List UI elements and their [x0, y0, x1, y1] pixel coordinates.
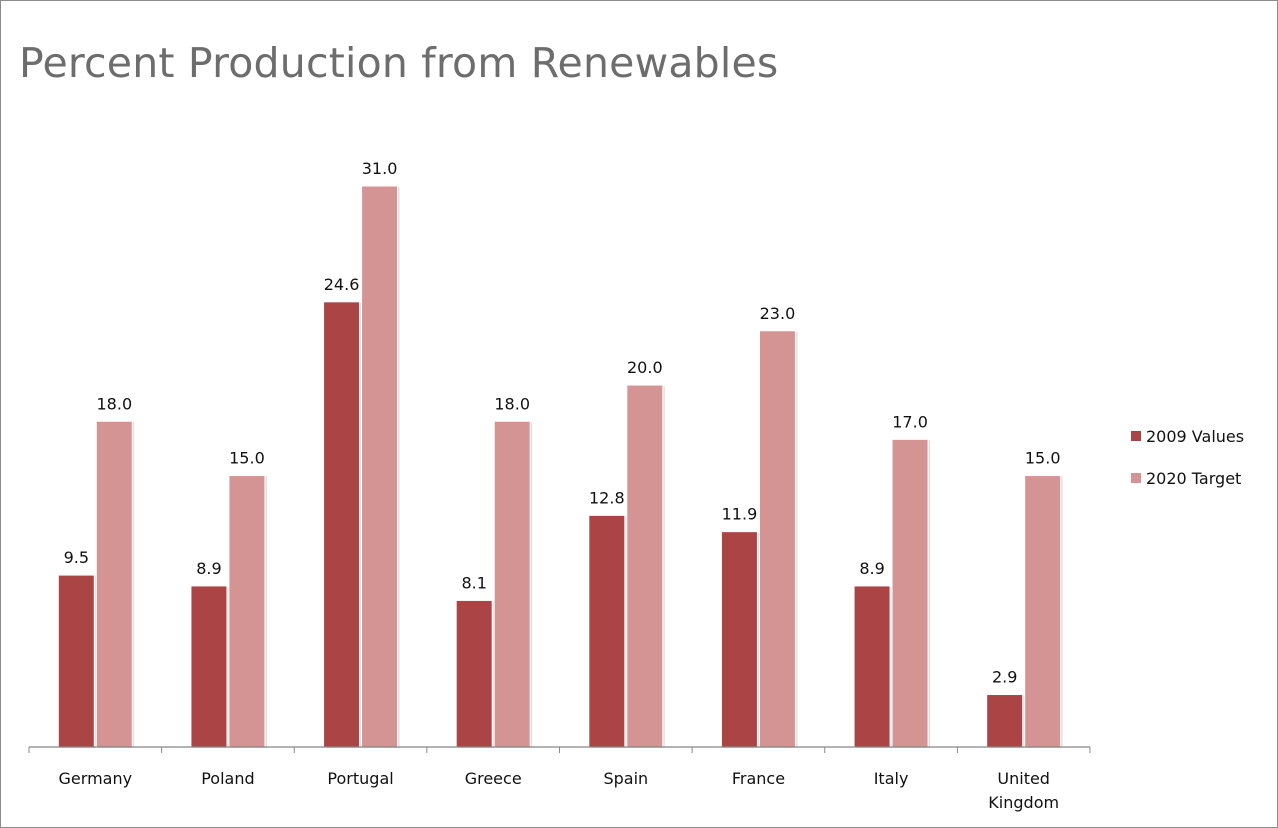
- bar-2020-target-6: [891, 438, 929, 748]
- data-label: 17.0: [892, 412, 928, 431]
- data-label: 31.0: [362, 159, 398, 178]
- x-tick-label: Greece: [465, 769, 522, 788]
- legend-swatch: [1131, 431, 1141, 441]
- data-label: 2.9: [992, 668, 1017, 687]
- legend-swatch: [1131, 473, 1141, 483]
- x-tick-label: France: [732, 769, 785, 788]
- data-label: 12.8: [589, 488, 625, 507]
- bar-2020-target-0: [95, 420, 133, 748]
- data-label: 11.9: [722, 505, 758, 524]
- bar-2009-values-1: [190, 585, 228, 748]
- bar-2009-values-6: [853, 585, 891, 748]
- bar-2020-target-4: [626, 384, 664, 748]
- bar-2020-target-5: [758, 330, 796, 748]
- data-label: 8.9: [196, 559, 221, 578]
- bar-2009-values-0: [57, 574, 95, 748]
- data-label: 18.0: [494, 394, 530, 413]
- x-tick-label: Germany: [59, 769, 133, 788]
- x-tick-label: Portugal: [327, 769, 393, 788]
- bar-2020-target-2: [361, 185, 399, 748]
- data-label: 8.9: [859, 559, 884, 578]
- x-tick-label: Kingdom: [988, 793, 1059, 812]
- bar-2009-values-3: [455, 599, 493, 748]
- x-tick-label: Italy: [874, 769, 909, 788]
- x-tick-label: Spain: [603, 769, 648, 788]
- bar-2009-values-2: [323, 301, 361, 748]
- legend-label: 2009 Values: [1146, 427, 1244, 446]
- bar-2020-target-1: [228, 475, 266, 748]
- data-label: 15.0: [229, 449, 265, 468]
- x-tick-label: United: [997, 769, 1050, 788]
- data-label: 23.0: [760, 304, 796, 323]
- chart-title: Percent Production from Renewables: [19, 39, 779, 87]
- data-label: 8.1: [461, 573, 486, 592]
- bar-2020-target-7: [1024, 475, 1062, 748]
- bar-2009-values-7: [986, 694, 1024, 748]
- bar-2009-values-4: [588, 514, 626, 748]
- bar-2020-target-3: [493, 420, 531, 748]
- data-label: 18.0: [97, 394, 133, 413]
- data-label: 9.5: [64, 548, 89, 567]
- bar-2009-values-5: [720, 531, 758, 748]
- data-label: 20.0: [627, 358, 663, 377]
- x-tick-label: Poland: [201, 769, 254, 788]
- legend-label: 2020 Target: [1146, 469, 1241, 488]
- data-label: 15.0: [1025, 449, 1061, 468]
- data-label: 24.6: [324, 275, 360, 294]
